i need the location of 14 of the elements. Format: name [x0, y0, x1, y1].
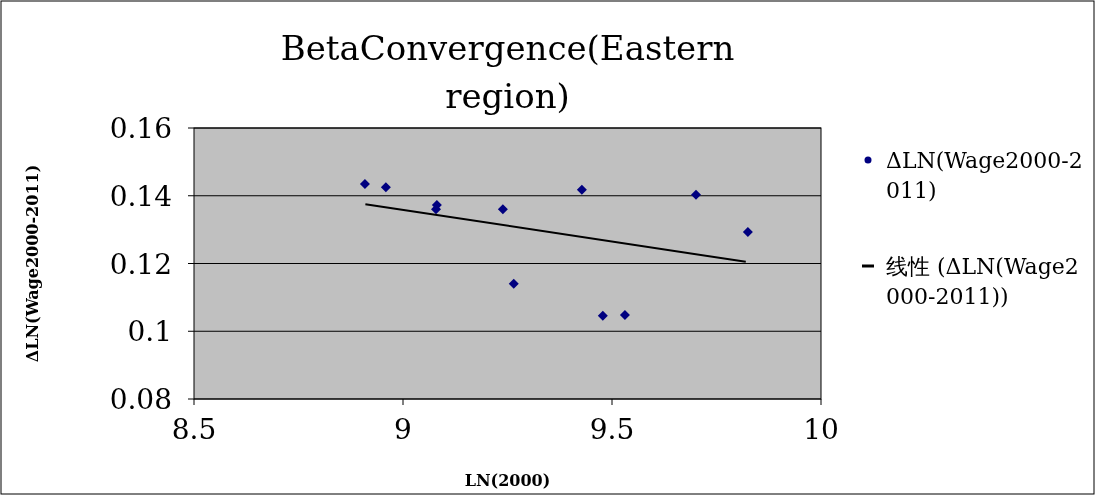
- x-axis-title: LN(2000): [464, 471, 551, 490]
- y-tick-label: 0.1: [127, 315, 172, 349]
- x-tick-label: 8.5: [171, 413, 217, 446]
- x-tick-label: 9.5: [589, 413, 635, 446]
- y-tick-label: 0.08: [109, 383, 172, 416]
- y-tick-label: 0.14: [109, 179, 172, 213]
- x-tick-label: 10: [803, 413, 839, 446]
- x-tick-label: 9: [394, 413, 412, 446]
- y-axis-title: ΔLN(Wage2000-2011): [23, 164, 42, 363]
- legend-label: ΔLN(Wage2000-2011): [886, 148, 1083, 203]
- y-tick-label: 0.12: [109, 247, 172, 281]
- chart-title: BetaConvergence(Eastern region): [280, 28, 735, 116]
- legend-label: 线性 (ΔLN(Wage2000-2011)): [886, 254, 1079, 309]
- y-tick-label: 0.16: [109, 112, 172, 145]
